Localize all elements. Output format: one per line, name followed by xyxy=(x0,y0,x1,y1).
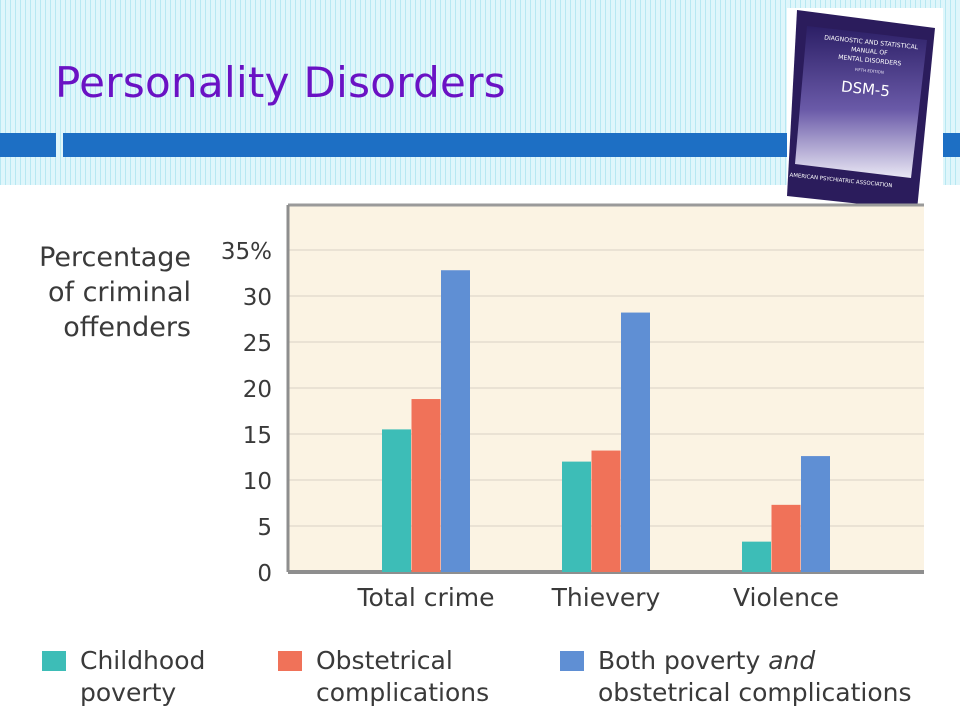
y-axis-label: Percentage of criminal offenders xyxy=(6,240,191,345)
y-tick-label: 0 xyxy=(257,561,272,587)
legend-label: Obstetrical complications xyxy=(316,645,489,709)
legend-label-line: Obstetrical xyxy=(316,646,453,675)
legend-label-line: obstetrical complications xyxy=(598,678,912,707)
slide-title: Personality Disorders xyxy=(55,58,506,107)
y-tick-label: 35% xyxy=(221,239,272,265)
y-tick-label: 15 xyxy=(243,423,272,449)
bar xyxy=(801,456,830,572)
legend-label: Childhood poverty xyxy=(80,645,205,709)
y-tick-label: 10 xyxy=(243,469,272,495)
y-tick-label: 5 xyxy=(257,515,272,541)
legend-label-line: Childhood xyxy=(80,646,206,675)
accent-bar-left xyxy=(0,133,56,157)
bar xyxy=(441,270,470,572)
dsm5-book-cover: DIAGNOSTIC AND STATISTICAL MANUAL OF MEN… xyxy=(787,8,943,210)
legend-swatch xyxy=(278,651,302,671)
book-title-line2: MANUAL OF xyxy=(851,46,889,57)
legend-label-line: complications xyxy=(316,678,490,707)
y-axis-label-line: of criminal xyxy=(47,277,191,308)
legend-label-line: Both poverty and xyxy=(598,646,816,675)
legend-label: Both poverty and obstetrical complicatio… xyxy=(598,645,912,709)
bar xyxy=(411,399,441,572)
x-tick-label: Total crime xyxy=(356,583,494,612)
bar xyxy=(742,541,771,572)
x-tick-label: Violence xyxy=(733,583,839,612)
y-axis-label-line: Percentage xyxy=(39,242,191,273)
y-tick-label: 30 xyxy=(243,285,272,311)
bar xyxy=(621,312,650,572)
y-tick-label: 25 xyxy=(243,331,272,357)
bar xyxy=(382,429,411,572)
x-tick-label: Thievery xyxy=(551,583,661,612)
legend-swatch xyxy=(42,651,66,671)
y-axis-label-line: offenders xyxy=(63,312,191,343)
book-name: DSM-5 xyxy=(840,77,891,100)
legend-label-line: poverty xyxy=(80,678,177,707)
legend-swatch xyxy=(560,651,584,671)
bar xyxy=(591,450,621,572)
y-tick-label: 20 xyxy=(243,377,272,403)
bar xyxy=(562,461,591,572)
book-edition: FIFTH EDITION xyxy=(855,67,884,75)
bar xyxy=(771,504,801,572)
